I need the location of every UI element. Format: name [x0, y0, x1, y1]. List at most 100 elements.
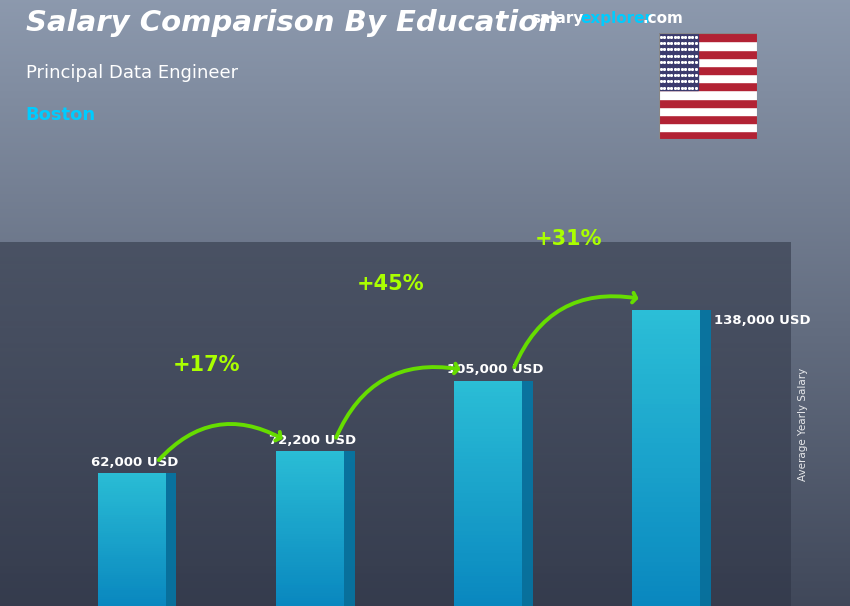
- Bar: [98, 597, 166, 599]
- Bar: [454, 534, 522, 538]
- Text: 105,000 USD: 105,000 USD: [447, 363, 544, 376]
- Bar: [454, 437, 522, 441]
- Bar: [632, 527, 700, 532]
- Bar: [98, 498, 166, 499]
- Bar: [98, 590, 166, 593]
- Bar: [276, 596, 344, 598]
- Bar: [98, 491, 166, 493]
- Bar: [276, 593, 344, 596]
- Bar: [98, 535, 166, 538]
- Bar: [98, 484, 166, 486]
- Bar: [454, 505, 522, 508]
- Bar: [276, 474, 344, 477]
- Bar: [98, 544, 166, 546]
- Bar: [454, 425, 522, 430]
- Bar: [632, 315, 700, 319]
- Bar: [632, 551, 700, 557]
- Bar: [276, 505, 344, 508]
- Bar: [632, 502, 700, 507]
- Bar: [454, 411, 522, 415]
- Bar: [454, 599, 522, 602]
- Bar: [98, 582, 166, 584]
- Bar: [454, 486, 522, 490]
- Bar: [98, 518, 166, 519]
- Bar: [632, 576, 700, 581]
- Bar: [276, 498, 344, 500]
- Bar: [276, 467, 344, 469]
- Bar: [632, 443, 700, 448]
- Bar: [454, 538, 522, 542]
- Bar: [98, 575, 166, 577]
- Bar: [454, 471, 522, 474]
- Bar: [276, 551, 344, 554]
- Bar: [276, 479, 344, 482]
- Bar: [276, 583, 344, 585]
- Bar: [454, 512, 522, 516]
- Bar: [276, 567, 344, 570]
- Bar: [659, 99, 756, 107]
- Bar: [454, 553, 522, 557]
- Bar: [522, 381, 533, 606]
- Bar: [659, 115, 756, 123]
- Bar: [276, 575, 344, 578]
- Bar: [98, 579, 166, 582]
- Text: Boston: Boston: [26, 106, 95, 124]
- Bar: [632, 310, 700, 315]
- Bar: [632, 562, 700, 567]
- Bar: [632, 571, 700, 576]
- Bar: [454, 407, 522, 411]
- Bar: [276, 526, 344, 528]
- Bar: [98, 528, 166, 531]
- Bar: [632, 532, 700, 537]
- Bar: [276, 524, 344, 526]
- Bar: [632, 586, 700, 591]
- Text: Salary Comparison By Education: Salary Comparison By Education: [26, 9, 558, 37]
- Bar: [632, 478, 700, 482]
- Bar: [276, 502, 344, 505]
- Bar: [276, 604, 344, 606]
- Bar: [454, 463, 522, 467]
- Bar: [700, 310, 711, 606]
- Bar: [454, 527, 522, 531]
- Bar: [98, 519, 166, 522]
- Bar: [632, 487, 700, 493]
- Bar: [98, 504, 166, 506]
- Bar: [98, 533, 166, 535]
- Bar: [454, 531, 522, 534]
- Bar: [454, 452, 522, 456]
- Bar: [632, 581, 700, 586]
- Bar: [632, 557, 700, 562]
- Bar: [276, 485, 344, 487]
- Bar: [454, 381, 522, 384]
- Bar: [98, 495, 166, 498]
- Bar: [632, 418, 700, 424]
- Bar: [632, 364, 700, 369]
- Bar: [632, 512, 700, 517]
- Bar: [632, 507, 700, 512]
- Bar: [276, 578, 344, 580]
- Bar: [276, 492, 344, 495]
- Bar: [454, 568, 522, 572]
- Bar: [632, 354, 700, 359]
- Bar: [659, 107, 756, 115]
- Bar: [98, 486, 166, 488]
- Bar: [98, 564, 166, 566]
- Bar: [276, 451, 344, 453]
- Bar: [454, 399, 522, 403]
- Bar: [454, 584, 522, 587]
- Bar: [98, 557, 166, 559]
- Bar: [454, 594, 522, 599]
- Bar: [98, 479, 166, 482]
- Bar: [632, 567, 700, 571]
- Text: Principal Data Engineer: Principal Data Engineer: [26, 64, 238, 82]
- Bar: [276, 471, 344, 474]
- Bar: [166, 473, 177, 606]
- Bar: [276, 459, 344, 461]
- Bar: [632, 374, 700, 379]
- Bar: [276, 544, 344, 547]
- Bar: [276, 516, 344, 518]
- Bar: [98, 548, 166, 550]
- Bar: [632, 517, 700, 522]
- Bar: [276, 477, 344, 479]
- Bar: [454, 602, 522, 606]
